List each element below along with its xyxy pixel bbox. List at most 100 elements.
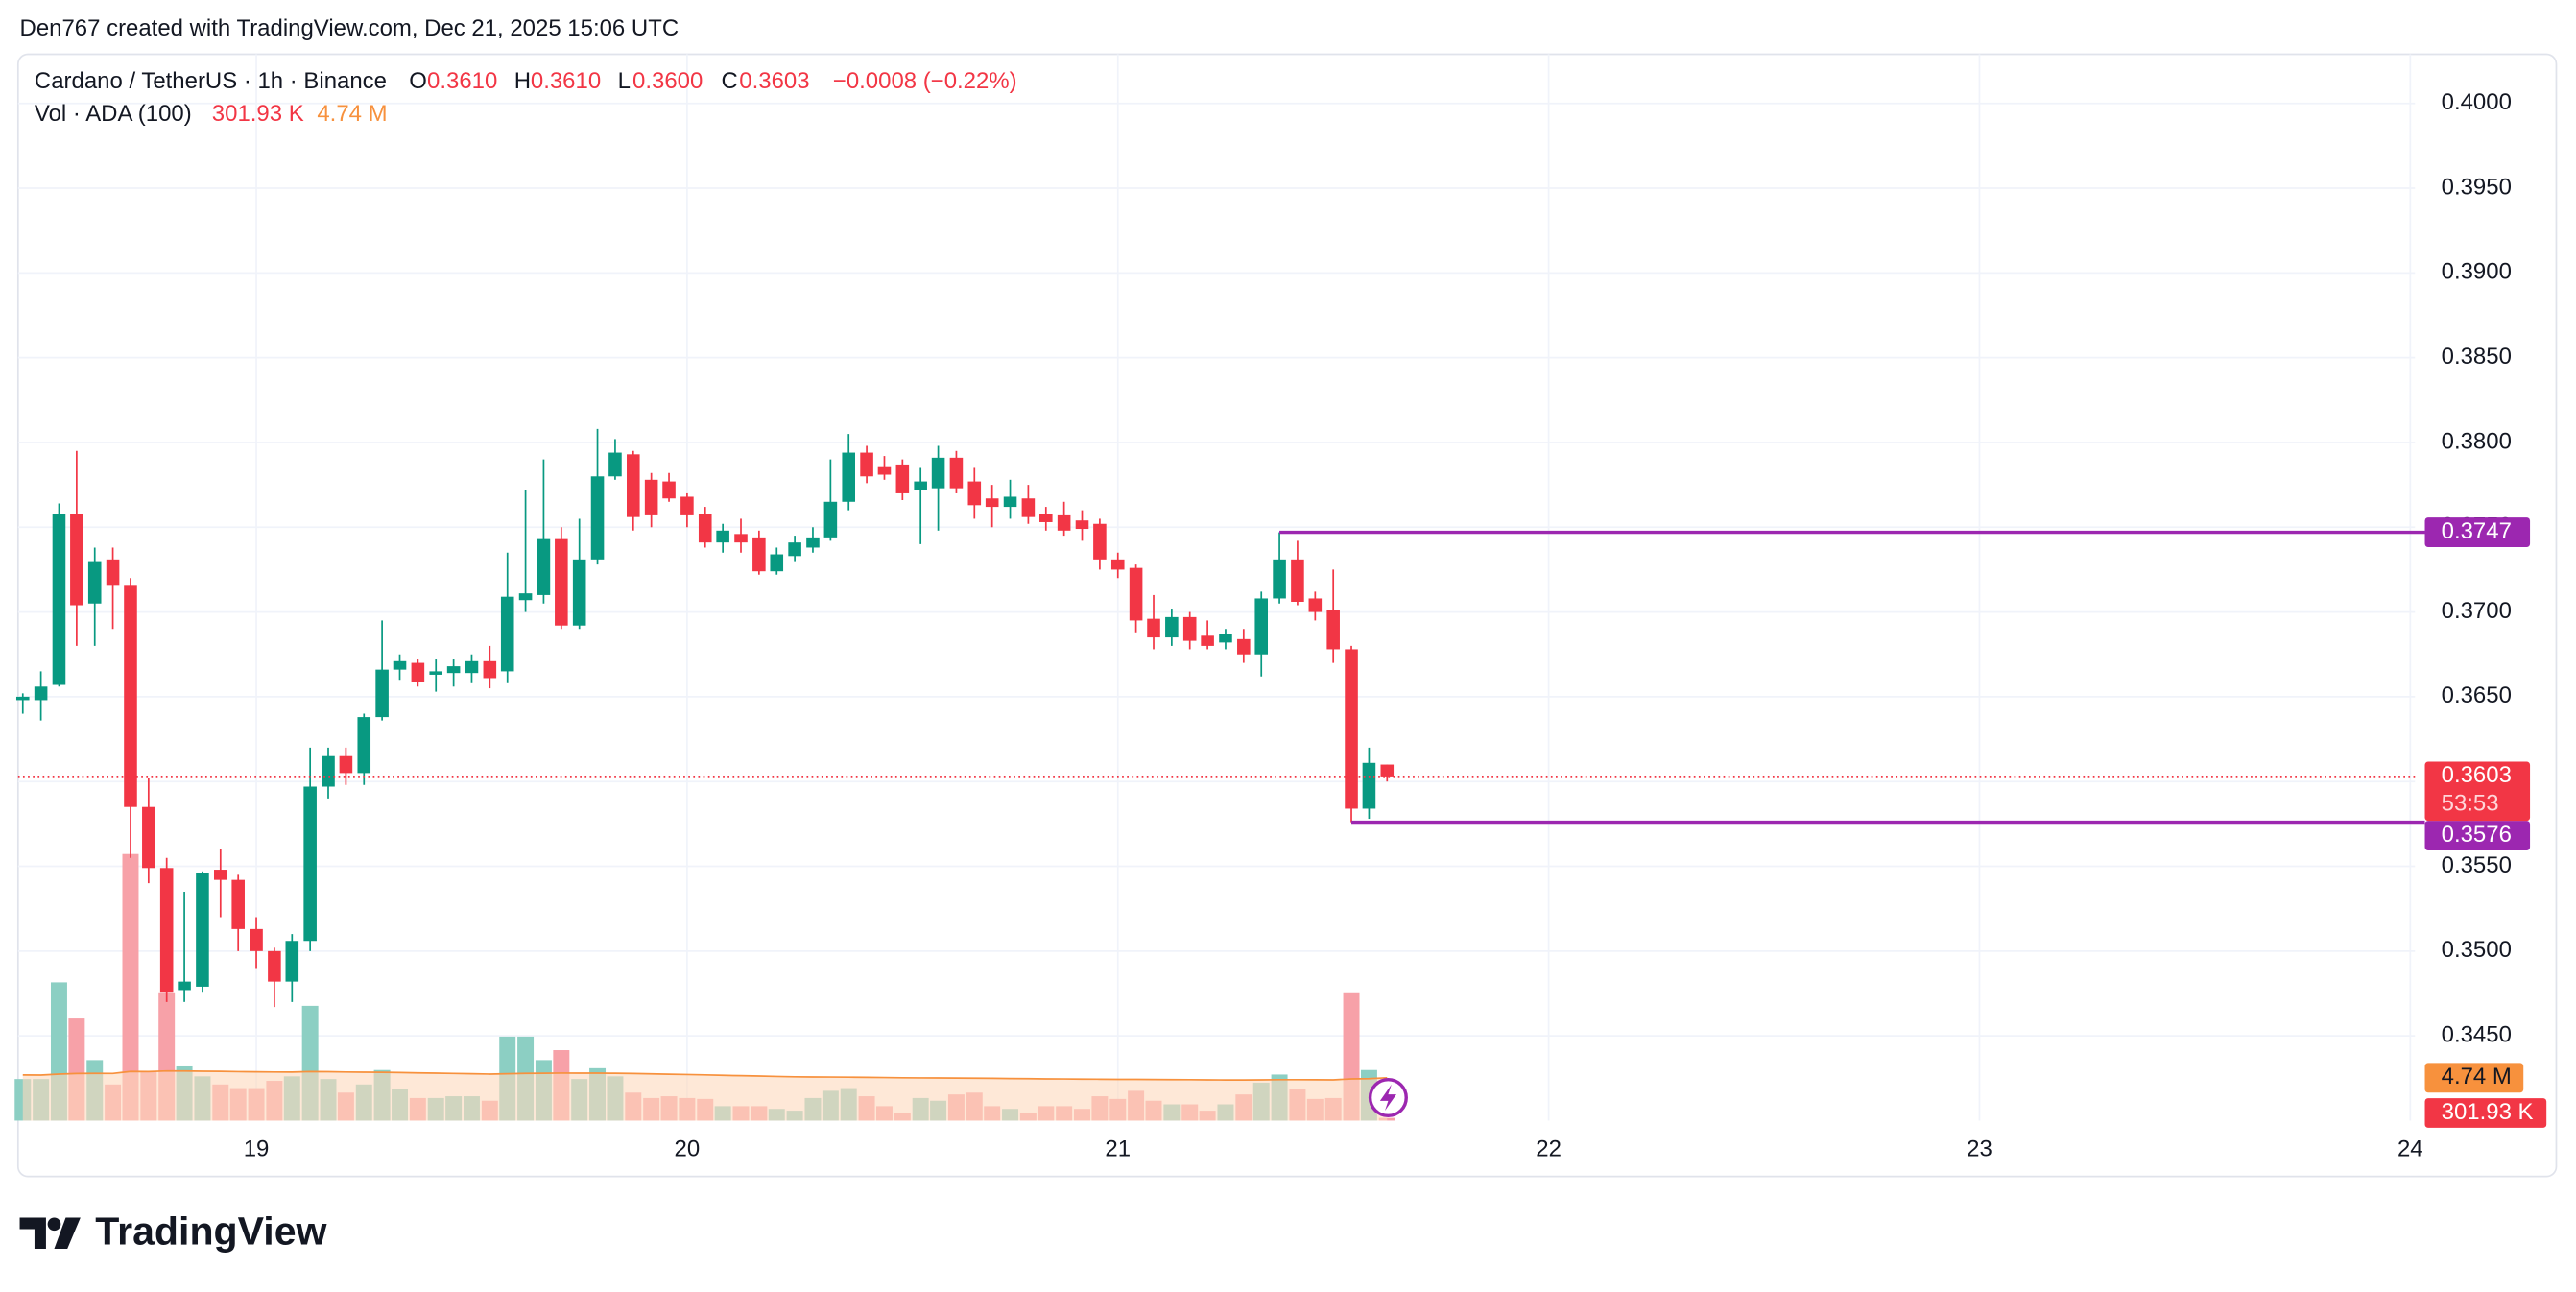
candle-body	[914, 481, 927, 490]
candle-body	[627, 454, 640, 517]
candle-body	[985, 498, 999, 508]
candle-body	[393, 660, 407, 670]
y-tick-label: 0.3850	[2442, 344, 2512, 370]
candle-body	[1362, 762, 1376, 809]
candle-body	[1129, 567, 1143, 621]
volume-box	[2424, 1098, 2547, 1128]
ohlc-value: 0.3603	[739, 68, 809, 94]
candle-body	[303, 786, 317, 942]
candle-body	[375, 669, 389, 718]
ohlc-key: L	[618, 68, 631, 94]
candle-body	[159, 868, 174, 993]
volume-ma-box	[2424, 1063, 2524, 1093]
last-price-label: 0.3603	[2442, 762, 2512, 788]
candle-body	[322, 755, 335, 787]
candle-body	[1273, 559, 1286, 599]
y-tick-label: 0.4000	[2442, 89, 2512, 115]
volume-ma-value: 4.74 M	[317, 101, 387, 127]
candle-body	[106, 559, 120, 586]
candle-body	[518, 593, 533, 601]
chart-frame	[16, 53, 2558, 1178]
candle-body	[87, 561, 102, 604]
x-tick-label: 20	[675, 1136, 701, 1162]
alert-icon	[1368, 1077, 1408, 1118]
candle-body	[124, 585, 137, 807]
candle-body	[590, 476, 605, 560]
candle-body	[1165, 616, 1179, 638]
y-tick-label: 0.3950	[2442, 174, 2512, 200]
candle-body	[770, 554, 784, 572]
candle-body	[285, 941, 299, 982]
candle-body	[15, 696, 30, 701]
level-label: 0.3747	[2442, 518, 2512, 544]
candle-body	[1182, 616, 1197, 641]
candle-body	[483, 660, 497, 679]
x-tick-label: 22	[1536, 1136, 1562, 1162]
candle-body	[1110, 559, 1125, 570]
candle-body	[1219, 634, 1232, 643]
candle-body	[70, 514, 83, 606]
y-tick-label: 0.3650	[2442, 682, 2512, 708]
volume-label: 301.93 K	[2442, 1099, 2534, 1125]
price-pane	[15, 428, 1395, 1008]
candle-body	[250, 928, 263, 951]
ohlc-key: O	[409, 68, 427, 94]
candle-body	[142, 806, 155, 869]
candle-body	[967, 481, 982, 506]
level-label-box	[2424, 517, 2531, 547]
countdown: 53:53	[2442, 790, 2499, 816]
candle-body	[500, 596, 514, 672]
y-tick-label: 0.3550	[2442, 852, 2512, 878]
candle-body	[1380, 764, 1395, 777]
x-tick-label: 19	[244, 1136, 270, 1162]
level-label-box	[2424, 821, 2531, 850]
candle-body	[752, 537, 766, 572]
candle-body	[734, 534, 748, 543]
volume-ma-line	[22, 1069, 1388, 1081]
volume-bar	[1378, 1117, 1395, 1121]
candle-body	[608, 452, 622, 477]
candle-body	[1291, 559, 1304, 602]
y-tick-label: 0.3500	[2442, 937, 2512, 963]
y-tick-label: 0.3900	[2442, 259, 2512, 285]
candle-body	[34, 686, 48, 701]
candle-body	[357, 717, 371, 774]
candle-body	[823, 501, 838, 538]
candle-body	[895, 464, 910, 493]
candle-body	[644, 479, 658, 515]
candle-body	[1345, 649, 1358, 809]
candle-body	[196, 873, 209, 987]
candle-body	[1039, 514, 1053, 522]
level-label: 0.3576	[2442, 822, 2512, 848]
candle-body	[537, 538, 551, 595]
candle-body	[788, 542, 801, 557]
ohlc-value: 0.3610	[427, 68, 497, 94]
candle-body	[842, 452, 856, 502]
candle-body	[680, 496, 694, 515]
candle-body	[877, 466, 892, 475]
candle-body	[949, 457, 964, 489]
volume-ma-label: 4.74 M	[2442, 1064, 2512, 1089]
candle-body	[465, 660, 479, 674]
y-tick-label: 0.3450	[2442, 1021, 2512, 1047]
candle-body	[52, 514, 66, 685]
candle-body	[1021, 498, 1036, 517]
candle-body	[411, 662, 425, 682]
candle-body	[1093, 523, 1107, 560]
x-tick-label: 24	[2397, 1136, 2423, 1162]
change: −0.0008 (−0.22%)	[833, 68, 1017, 94]
candle-body	[339, 755, 353, 774]
candle-body	[429, 671, 443, 675]
ohlc-value: 0.3600	[632, 68, 703, 94]
candle-body	[698, 514, 712, 543]
legend: Cardano / TetherUS · 1h · Binance O 0.36…	[35, 68, 1017, 127]
volume-ma-fill	[22, 1070, 1388, 1121]
ohlc-key: C	[721, 68, 737, 94]
x-tick-label: 23	[1967, 1136, 1992, 1162]
candle-body	[1308, 598, 1323, 612]
candle-body	[231, 879, 245, 929]
candle-body	[662, 481, 676, 499]
